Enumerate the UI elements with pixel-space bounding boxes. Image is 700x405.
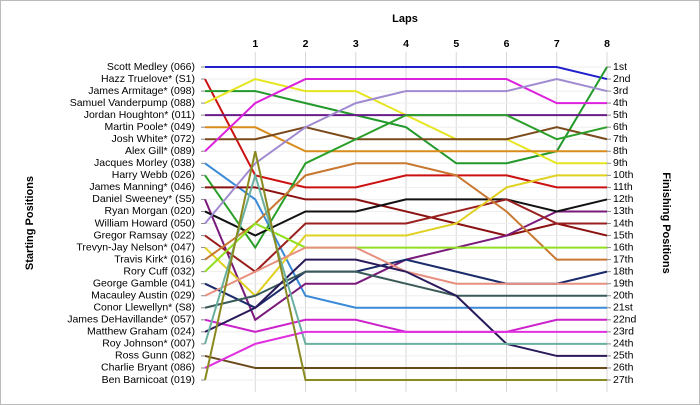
driver-line xyxy=(204,151,607,381)
finish-label: 17th xyxy=(613,253,634,265)
start-label: Martin Poole* (049) xyxy=(105,121,195,133)
start-label: Ben Barnicoat (019) xyxy=(102,374,195,386)
start-label: Harry Webb (026) xyxy=(112,169,195,181)
start-label: Daniel Sweeney* (S5) xyxy=(92,193,195,205)
finish-label: 2nd xyxy=(613,73,631,85)
x-tick-label: 2 xyxy=(303,38,309,50)
start-label: Charlie Bryant (086) xyxy=(101,362,195,374)
finish-label: 24th xyxy=(613,338,634,350)
x-tick-label: 8 xyxy=(604,38,610,50)
finish-label: 16th xyxy=(613,241,634,253)
finish-label: 13th xyxy=(613,205,634,217)
finish-label: 14th xyxy=(613,217,634,229)
finish-label: 7th xyxy=(613,133,628,145)
start-label: George Gamble (041) xyxy=(93,277,195,289)
start-label: James DeHavillande* (057) xyxy=(67,314,195,326)
driver-line xyxy=(204,198,607,273)
finish-label: 20th xyxy=(613,290,634,302)
x-tick-label: 3 xyxy=(353,38,359,50)
finish-label: 19th xyxy=(613,277,634,289)
driver-line xyxy=(204,78,607,189)
start-label: Alex Gill* (089) xyxy=(125,145,195,157)
right-axis-label: Finishing Positions xyxy=(660,172,672,273)
finish-label: 9th xyxy=(613,157,628,169)
driver-line xyxy=(205,66,608,81)
finish-label: 3rd xyxy=(613,85,628,97)
start-label: James Armitage* (098) xyxy=(88,85,195,97)
start-label: Hazz Truelove* (S1) xyxy=(101,73,195,85)
driver-line xyxy=(204,174,607,298)
start-label: Ross Gunn (082) xyxy=(115,350,195,362)
start-label: Roy Johnson* (007) xyxy=(102,338,195,350)
finish-label: 6th xyxy=(613,121,628,133)
start-label: William Howard (050) xyxy=(95,217,195,229)
driver-line xyxy=(204,78,608,225)
finish-label: 12th xyxy=(613,193,634,205)
finish-label: 10th xyxy=(613,169,634,181)
finish-label: 22nd xyxy=(613,314,637,326)
finish-label: 27th xyxy=(613,374,634,386)
driver-line xyxy=(204,114,608,250)
finish-label: 15th xyxy=(613,229,634,241)
start-label: Trevyn-Jay Nelson* (047) xyxy=(76,241,195,253)
finish-label: 21st xyxy=(613,302,633,314)
start-label: Jacques Morley (038) xyxy=(94,157,195,169)
start-label: Matthew Graham (024) xyxy=(87,326,195,338)
start-label: Ryan Morgan (020) xyxy=(105,205,195,217)
start-label: Scott Medley (066) xyxy=(107,61,195,73)
x-tick-label: 4 xyxy=(403,38,409,50)
driver-line xyxy=(204,78,607,152)
driver-line xyxy=(204,270,607,309)
x-tick-label: 7 xyxy=(554,38,560,50)
start-label: Samuel Vanderpump (088) xyxy=(70,97,195,109)
finish-label: 4th xyxy=(613,97,628,109)
chart-title: Laps xyxy=(392,13,418,25)
finish-label: 26th xyxy=(613,362,634,374)
finish-label: 25th xyxy=(613,350,634,362)
finish-label: 18th xyxy=(613,265,634,277)
finish-label: 5th xyxy=(613,109,628,121)
left-axis-label: Starting Positions xyxy=(24,176,36,270)
driver-line xyxy=(204,162,607,261)
driver-line xyxy=(204,330,607,369)
start-label: James Manning* (046) xyxy=(89,181,195,193)
start-label: Gregor Ramsay (022) xyxy=(93,229,195,241)
start-label: Travis Kirk* (016) xyxy=(114,253,195,265)
x-tick-label: 1 xyxy=(252,38,258,50)
x-tick-label: 5 xyxy=(453,38,459,50)
x-tick-label: 6 xyxy=(504,38,510,50)
finish-label: 1st xyxy=(613,61,627,73)
start-label: Rory Cuff (032) xyxy=(123,265,195,277)
driver-line xyxy=(204,354,607,369)
start-label: Josh White* (072) xyxy=(112,133,195,145)
start-label: Conor Llewellyn* (S8) xyxy=(93,302,195,314)
start-label: Macauley Austin (029) xyxy=(91,290,195,302)
driver-line xyxy=(205,186,608,237)
driver-line xyxy=(204,258,607,357)
finish-label: 23rd xyxy=(613,326,634,338)
finish-label: 11th xyxy=(613,181,633,193)
finish-label: 8th xyxy=(613,145,628,157)
labels: 1 2 3 4 5 6 7 81st2nd3rd4th5th6th7th8th9th10th1… xyxy=(67,38,636,386)
lines xyxy=(204,66,608,381)
start-label: Jordan Houghton* (011) xyxy=(84,109,195,121)
